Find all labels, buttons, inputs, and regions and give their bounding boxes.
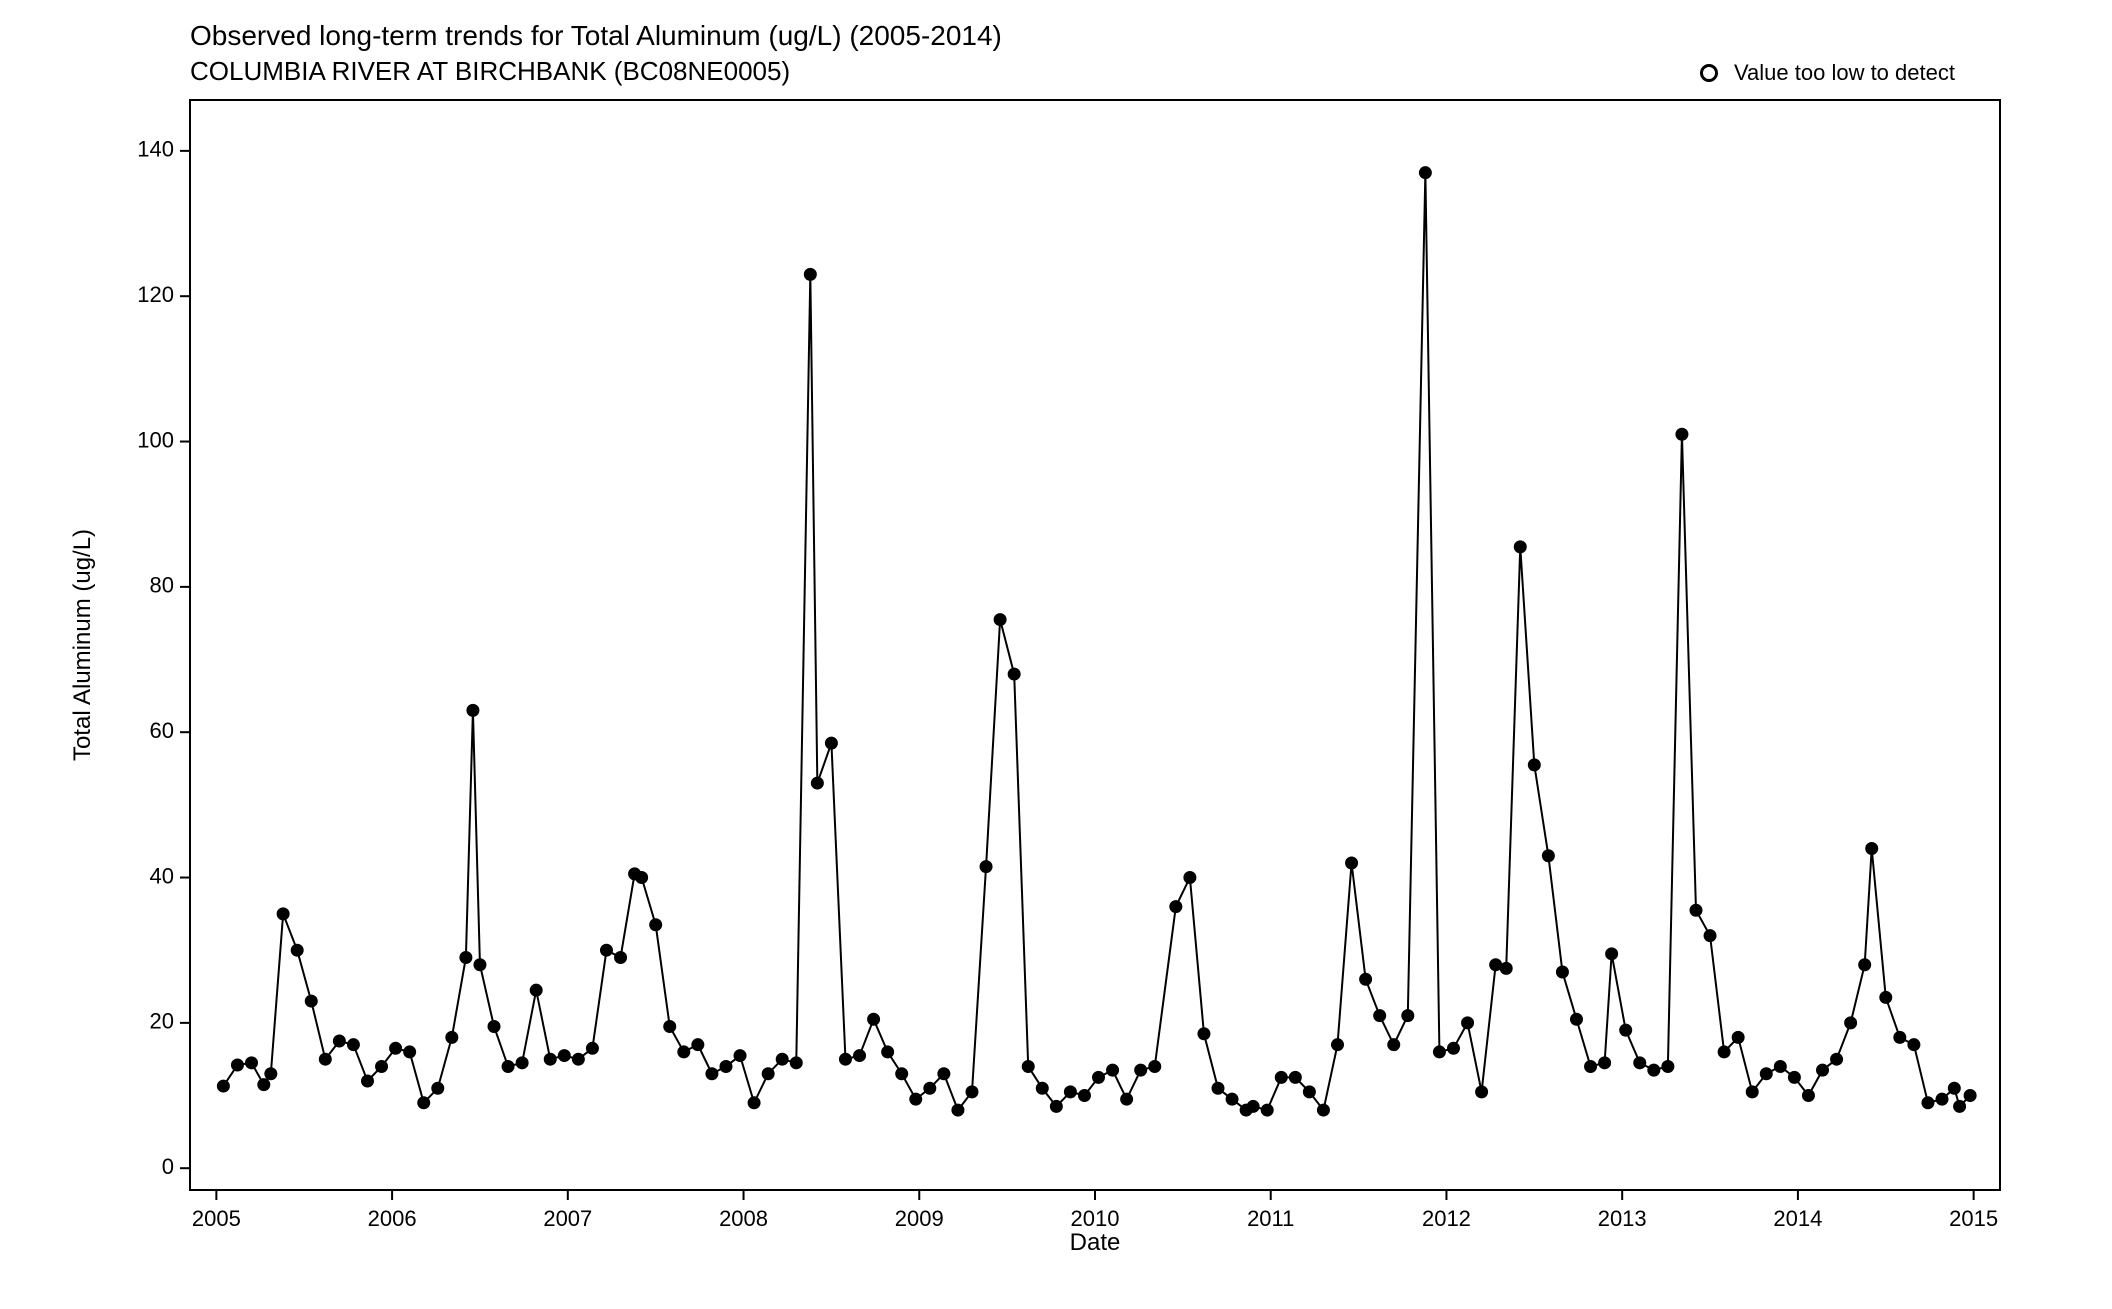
- svg-text:20: 20: [150, 1009, 174, 1034]
- svg-text:2006: 2006: [368, 1206, 417, 1231]
- svg-text:120: 120: [137, 282, 174, 307]
- svg-text:2007: 2007: [543, 1206, 592, 1231]
- svg-text:0: 0: [162, 1154, 174, 1179]
- svg-text:60: 60: [150, 718, 174, 743]
- legend: Value too low to detect: [1700, 60, 1955, 86]
- svg-text:2010: 2010: [1071, 1206, 1120, 1231]
- legend-marker-icon: [1700, 64, 1718, 82]
- svg-text:2008: 2008: [719, 1206, 768, 1231]
- svg-text:Date: Date: [1070, 1229, 1121, 1256]
- svg-text:2013: 2013: [1598, 1206, 1647, 1231]
- svg-text:2015: 2015: [1949, 1206, 1998, 1231]
- svg-text:100: 100: [137, 427, 174, 452]
- legend-label: Value too low to detect: [1734, 60, 1955, 86]
- svg-text:2009: 2009: [895, 1206, 944, 1231]
- svg-text:140: 140: [137, 137, 174, 162]
- svg-text:Total Aluminum (ug/L): Total Aluminum (ug/L): [69, 529, 96, 761]
- chart-title: Observed long-term trends for Total Alum…: [190, 20, 1002, 52]
- chart-svg: 0 20 40 60 80 100 120 140 2005 2006 2007 2008 2009 20…: [0, 0, 2112, 1309]
- chart-subtitle: COLUMBIA RIVER AT BIRCHBANK (BC08NE0005): [190, 56, 790, 87]
- svg-text:40: 40: [150, 863, 174, 888]
- svg-text:2011: 2011: [1247, 1206, 1294, 1231]
- svg-text:2012: 2012: [1422, 1206, 1471, 1231]
- svg-text:80: 80: [150, 573, 174, 598]
- chart-container: Observed long-term trends for Total Alum…: [0, 0, 2112, 1309]
- svg-text:2005: 2005: [192, 1206, 241, 1231]
- svg-text:2014: 2014: [1773, 1206, 1822, 1231]
